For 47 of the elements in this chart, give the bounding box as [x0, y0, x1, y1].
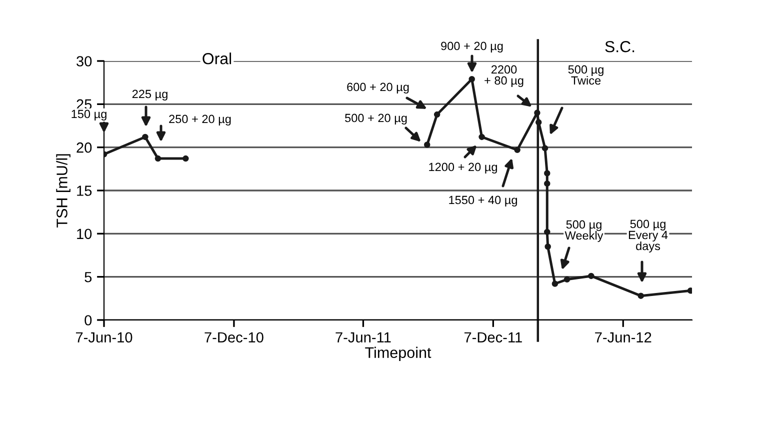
point — [552, 280, 558, 287]
annotation: 500 + 20 µg — [345, 114, 407, 124]
point — [544, 170, 550, 176]
point — [544, 180, 550, 187]
point — [142, 134, 148, 140]
point — [468, 76, 475, 82]
x-tick-label: 7-Dec-10 — [204, 332, 264, 343]
point — [514, 146, 520, 154]
point — [478, 134, 485, 140]
annotation: 600 + 20 µg — [347, 82, 409, 94]
point — [687, 288, 692, 294]
y-tick-label: 20 — [76, 142, 92, 153]
annotation: 225 µg — [132, 90, 168, 100]
y-tick-label: 0 — [84, 315, 92, 326]
y-tick-label: 10 — [77, 228, 92, 240]
y-tick-label: 30 — [76, 56, 92, 66]
x-tick-label: 7-Jun-10 — [76, 332, 132, 343]
y-tick-label: 5 — [84, 272, 92, 282]
annotation: 1200 + 20 µg — [429, 162, 497, 174]
point — [588, 272, 594, 280]
point — [424, 142, 430, 148]
x-axis-title: Timepoint — [365, 346, 432, 362]
text: 900 + 20 µg — [441, 42, 503, 53]
annotation: 500 µg Weekly — [564, 220, 604, 242]
annotation: 150 µg — [72, 110, 106, 120]
text: S.C. — [605, 40, 634, 52]
point — [638, 292, 644, 299]
annotation: 500 µg Every 4 days — [628, 220, 668, 253]
point — [542, 145, 548, 152]
annotation: 2200 + 80 µg — [484, 65, 524, 88]
x-tick-label: 7-Jun-11 — [336, 332, 391, 343]
point — [544, 228, 550, 236]
point — [154, 155, 162, 162]
point — [182, 155, 189, 162]
point — [544, 243, 551, 250]
annotation: Oral — [202, 52, 232, 64]
annotation: 250 + 20 µg — [169, 114, 231, 126]
point — [535, 119, 542, 126]
point — [534, 110, 540, 116]
y-axis-title: TSH [mU/l] — [56, 154, 70, 228]
annotation: 1550 + 40 µg — [449, 196, 517, 206]
x-tick-label: 7-Dec-11 — [464, 332, 522, 343]
annotation: 500 µg Twice — [568, 65, 604, 85]
y-tick-label: 15 — [77, 186, 92, 196]
point — [434, 111, 440, 118]
point — [564, 276, 570, 283]
x-tick-label: 7-Jun-12 — [595, 332, 652, 343]
